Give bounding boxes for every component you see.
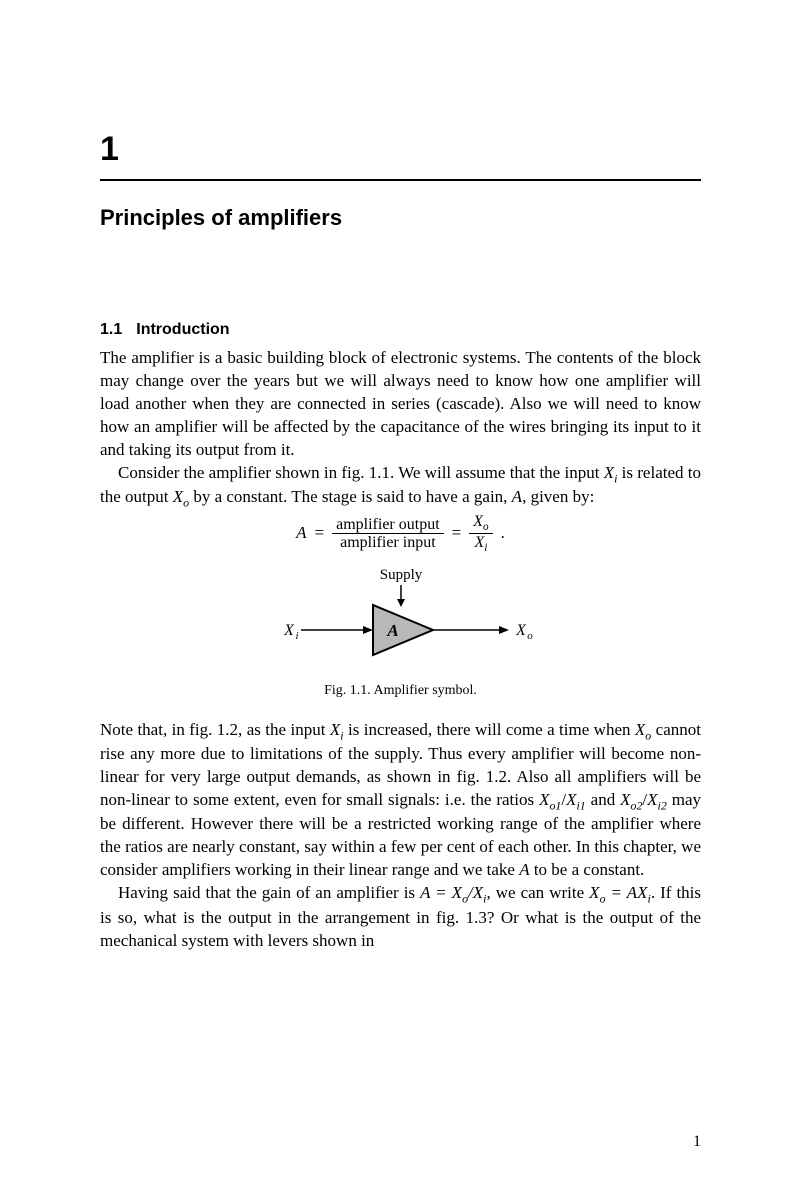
section-title: Introduction xyxy=(136,321,229,338)
eq-A: A xyxy=(296,523,306,543)
eq-frac-sym: Xo Xi xyxy=(469,513,492,555)
p4-a: Having said that the gain of an amplifie… xyxy=(118,883,420,902)
p4-gain-mid: /X xyxy=(468,883,483,902)
eq-den-sym: Xi xyxy=(470,534,491,555)
p3-r1a-sub: o1 xyxy=(549,798,561,812)
fig-xo-sub: o xyxy=(527,630,533,642)
p3-r1b-sub: i1 xyxy=(576,798,585,812)
amplifier-symbol-svg: Supply A X i X o xyxy=(251,565,551,675)
p3-r2b: X xyxy=(647,790,657,809)
figure-1-1-caption: Fig. 1.1. Amplifier symbol. xyxy=(100,683,701,699)
p4-gain: A = X xyxy=(420,883,462,902)
sym-Xi: X xyxy=(604,463,614,482)
p4-xo-rest: = AX xyxy=(606,883,648,902)
paragraph-2: Consider the amplifier shown in fig. 1.1… xyxy=(100,462,701,511)
p3-r2b-sub: i2 xyxy=(658,798,667,812)
p2-text-d: , given by: xyxy=(522,487,594,506)
p4-b: , we can write xyxy=(486,883,589,902)
section-heading: 1.1 Introduction xyxy=(100,321,701,339)
figure-1-1: Supply A X i X o xyxy=(100,565,701,675)
eq-equals-2: = xyxy=(452,523,462,543)
chapter-title: Principles of amplifiers xyxy=(100,205,701,231)
p3-b: is increased, there will come a time whe… xyxy=(344,720,635,739)
chapter-number: 1 xyxy=(100,130,701,169)
fig-supply-label: Supply xyxy=(379,567,422,583)
p3-f: to be a constant. xyxy=(530,860,645,879)
p2-text-c: by a constant. The stage is said to have… xyxy=(189,487,512,506)
p3-r1b: X xyxy=(566,790,576,809)
fig-xi-sub: i xyxy=(295,630,298,642)
p3-a: Note that, in fig. 1.2, as the input xyxy=(100,720,330,739)
page-number: 1 xyxy=(693,1133,701,1151)
p3-d: and xyxy=(586,790,620,809)
p3-xo: X xyxy=(635,720,645,739)
paragraph-1: The amplifier is a basic building block … xyxy=(100,347,701,462)
p3-r2a: X xyxy=(620,790,630,809)
p3-xi: X xyxy=(330,720,340,739)
eq-equals-1: = xyxy=(315,523,325,543)
p3-r1a: X xyxy=(539,790,549,809)
sym-Xo: X xyxy=(173,487,183,506)
eq-den-text: amplifier input xyxy=(336,534,440,552)
eq-frac-text: amplifier output amplifier input xyxy=(332,516,444,552)
p3-r2a-sub: o2 xyxy=(631,798,643,812)
section-number: 1.1 xyxy=(100,321,122,339)
paragraph-4: Having said that the gain of an amplifie… xyxy=(100,882,701,952)
eq-period: . xyxy=(501,523,505,543)
paragraph-3: Note that, in fig. 1.2, as the input Xi … xyxy=(100,719,701,883)
sym-A: A xyxy=(512,487,522,506)
fig-gain-label: A xyxy=(386,621,398,640)
eq-num-text: amplifier output xyxy=(332,516,444,535)
p4-xo: X xyxy=(589,883,599,902)
fig-xo: X xyxy=(515,622,527,639)
p3-A: A xyxy=(519,860,529,879)
p2-text-a: Consider the amplifier shown in fig. 1.1… xyxy=(118,463,604,482)
fig-xi: X xyxy=(283,622,295,639)
page: 1 Principles of amplifiers 1.1 Introducti… xyxy=(0,0,801,1013)
eq-num-sym: Xo xyxy=(469,513,492,535)
equation-gain: A = amplifier output amplifier input = X… xyxy=(100,513,701,555)
chapter-rule xyxy=(100,179,701,181)
